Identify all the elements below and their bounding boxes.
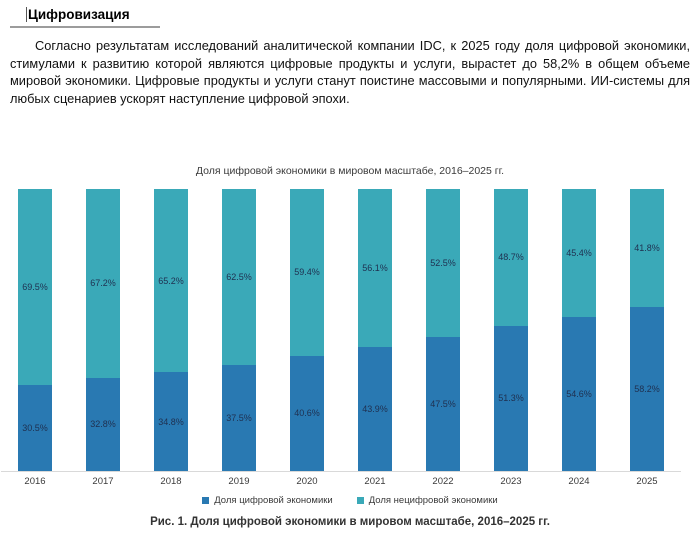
bar-segment: 32.8% (86, 378, 120, 471)
data-label: 56.1% (362, 262, 388, 273)
bar-segment: 65.2% (154, 188, 188, 373)
bar-segment: 58.2% (630, 306, 664, 471)
data-label: 48.7% (498, 252, 524, 263)
bar-column-2023: 48.7% 51.3% 2023 (494, 188, 528, 487)
bar-segment: 45.4% (562, 188, 596, 317)
text-cursor-icon (26, 7, 27, 22)
x-axis-label: 2023 (500, 475, 522, 487)
bar-column-2019: 62.5% 37.5% 2019 (222, 188, 256, 487)
bar-column-2021: 56.1% 43.9% 2021 (358, 188, 392, 487)
legend-item-digital: Доля цифровой экономики (202, 494, 333, 506)
bar-segment: 59.4% (290, 188, 324, 357)
data-label: 59.4% (294, 267, 320, 278)
data-label: 58.2% (634, 383, 660, 394)
chart-figure: Доля цифровой экономики в мировом масшта… (0, 165, 700, 528)
bar-column-2025: 41.8% 58.2% 2025 (630, 188, 664, 487)
chart-legend: Доля цифровой экономики Доля нецифровой … (0, 495, 700, 506)
bar-column-2024: 45.4% 54.6% 2024 (562, 188, 596, 487)
bar-column-2022: 52.5% 47.5% 2022 (426, 188, 460, 487)
x-axis-label: 2024 (568, 475, 590, 487)
bar-segment: 54.6% (562, 316, 596, 471)
legend-item-nondigital: Доля нецифровой экономики (356, 494, 498, 506)
x-axis-label: 2019 (228, 475, 250, 487)
bar-segment: 67.2% (86, 188, 120, 379)
x-axis-label: 2017 (92, 475, 114, 487)
data-label: 62.5% (226, 271, 252, 282)
data-label: 51.3% (498, 393, 524, 404)
chart-title: Доля цифровой экономики в мировом масшта… (195, 164, 505, 177)
bar-column-2018: 65.2% 34.8% 2018 (154, 188, 188, 487)
figure-caption: Рис. 1. Доля цифровой экономики в мирово… (150, 515, 550, 528)
bar-segment: 43.9% (358, 346, 392, 471)
bar-segment: 52.5% (426, 188, 460, 337)
stacked-bar-chart: 69.5% 30.5% 2016 67.2% 32.8% 2017 65.2% 34.8% 20… (1, 188, 681, 487)
bar-segment: 34.8% (154, 372, 188, 471)
legend-swatch-digital-icon (202, 496, 210, 504)
x-axis-label: 2025 (636, 475, 658, 487)
bar-segment: 56.1% (358, 188, 392, 347)
data-label: 65.2% (158, 275, 184, 286)
legend-label-nondigital: Доля нецифровой экономики (368, 494, 498, 506)
bar-segment: 51.3% (494, 325, 528, 471)
x-axis-label: 2022 (432, 475, 454, 487)
intro-paragraph: Согласно результатам исследований аналит… (10, 38, 690, 106)
data-label: 54.6% (566, 388, 592, 399)
bar-segment: 40.6% (290, 356, 324, 471)
data-label: 69.5% (22, 281, 48, 292)
data-label: 52.5% (430, 257, 456, 268)
bar-segment: 69.5% (18, 188, 52, 385)
x-axis-label: 2021 (364, 475, 386, 487)
data-label: 41.8% (634, 242, 660, 253)
bar-segment: 30.5% (18, 384, 52, 471)
x-axis-label: 2018 (160, 475, 182, 487)
bar-segment: 47.5% (426, 336, 460, 471)
bar-column-2020: 59.4% 40.6% 2020 (290, 188, 324, 487)
x-axis-label: 2020 (296, 475, 318, 487)
data-label: 47.5% (430, 398, 456, 409)
data-label: 32.8% (90, 419, 116, 430)
data-label: 45.4% (566, 247, 592, 258)
legend-swatch-nondigital-icon (356, 496, 364, 504)
document-header: Цифровизация Согласно результатам исслед… (0, 0, 700, 108)
data-label: 40.6% (294, 408, 320, 419)
data-label: 37.5% (226, 412, 252, 423)
data-label: 34.8% (158, 416, 184, 427)
bar-segment: 48.7% (494, 188, 528, 326)
data-label: 30.5% (22, 422, 48, 433)
bar-column-2016: 69.5% 30.5% 2016 (18, 188, 52, 487)
page-title-text: Цифровизация (28, 7, 130, 22)
page-title: Цифровизация (26, 7, 700, 23)
x-axis-label: 2016 (24, 475, 46, 487)
bar-segment: 37.5% (222, 364, 256, 471)
title-underline (10, 26, 160, 28)
bar-column-2017: 67.2% 32.8% 2017 (86, 188, 120, 487)
bar-segment: 41.8% (630, 188, 664, 307)
legend-label-digital: Доля цифровой экономики (214, 494, 333, 506)
bar-segment: 62.5% (222, 188, 256, 365)
data-label: 67.2% (90, 278, 116, 289)
data-label: 43.9% (362, 403, 388, 414)
